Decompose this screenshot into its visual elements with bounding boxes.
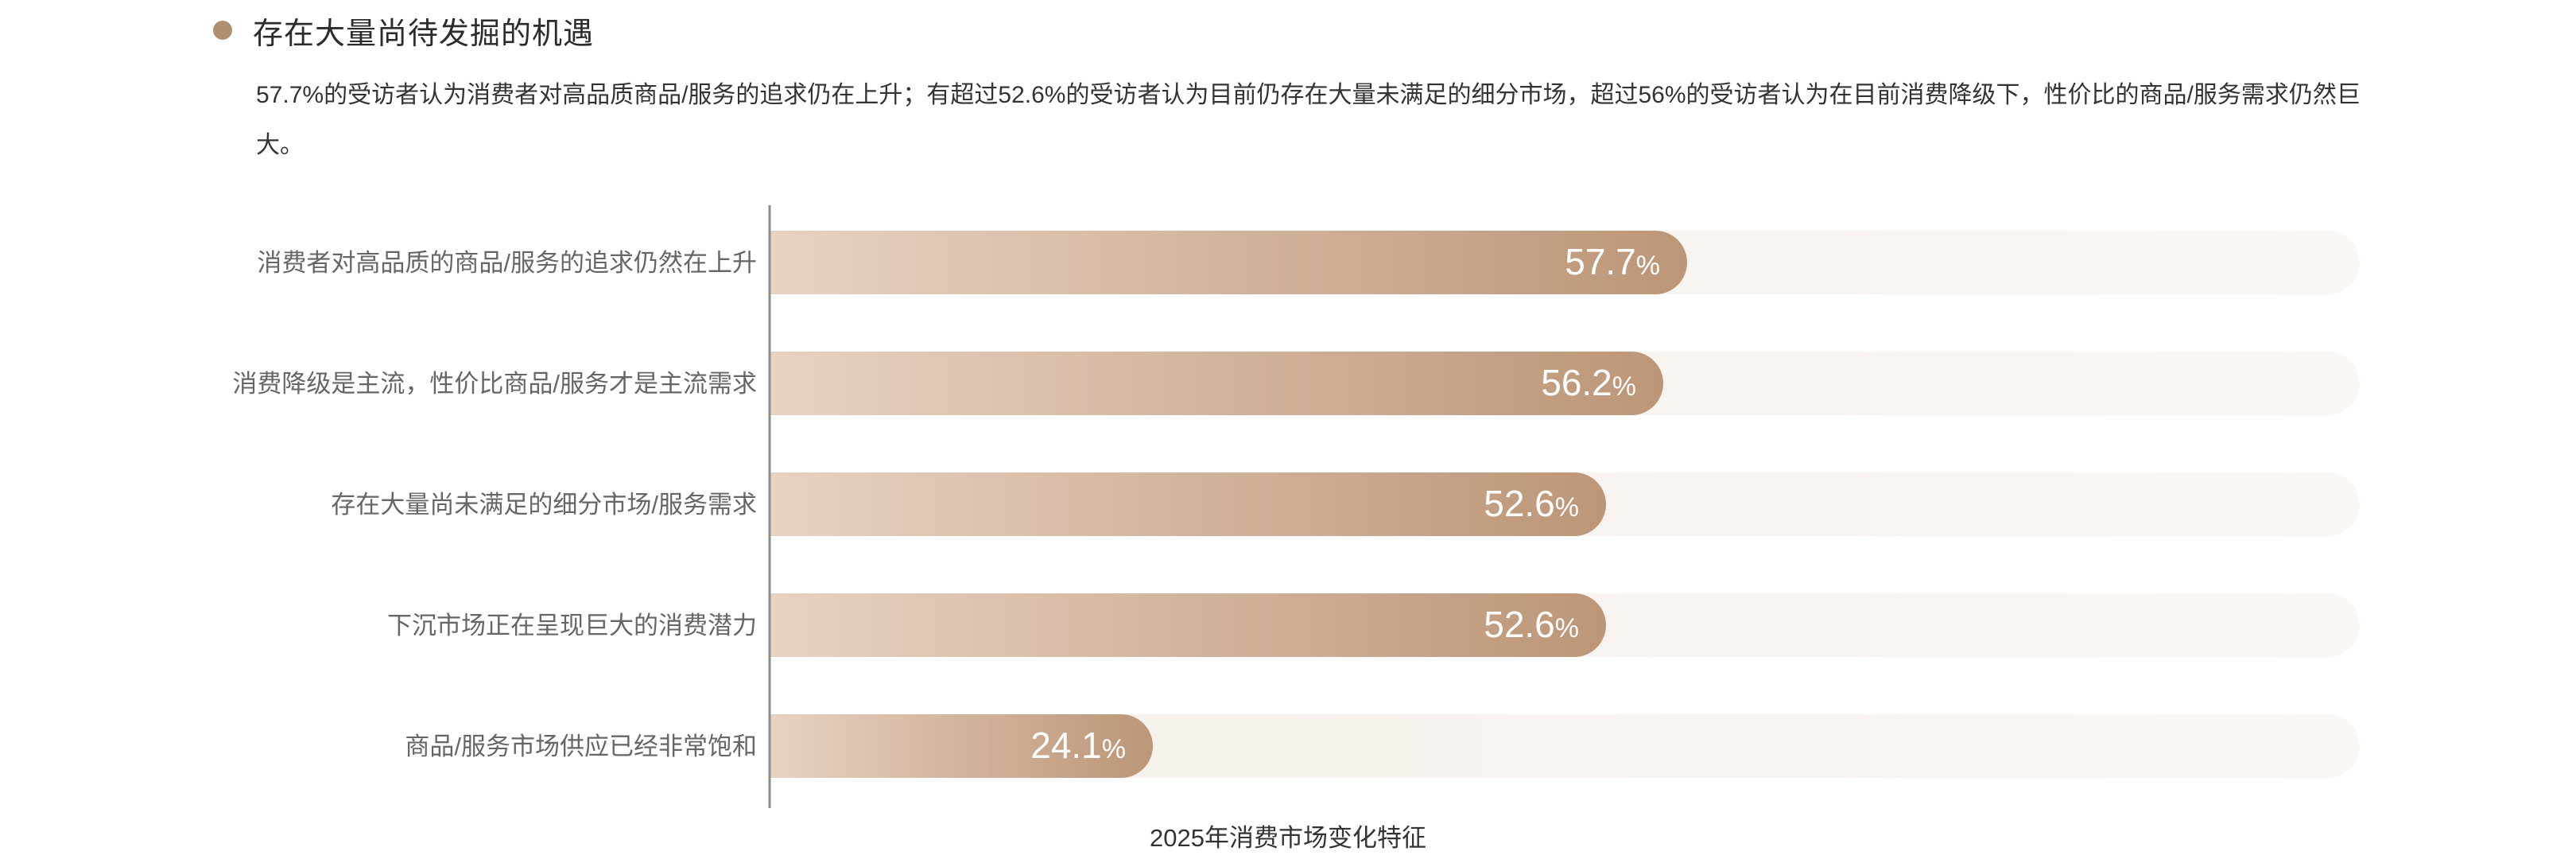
intro-paragraph: 57.7%的受访者认为消费者对高品质商品/服务的追求仍在上升；有超过52.6%的… (256, 82, 2361, 158)
bar (770, 231, 1687, 294)
bullet-dot-icon (213, 21, 232, 40)
value-label: 52.6% (1484, 483, 1579, 524)
category-label: 下沉市场正在呈现巨大的消费潜力 (387, 612, 757, 639)
value-label: 56.2% (1541, 362, 1636, 403)
category-label: 消费者对高品质的商品/服务的追求仍然在上升 (257, 249, 757, 277)
bar (770, 352, 1663, 415)
bar (770, 593, 1606, 657)
value-label: 52.6% (1484, 604, 1579, 645)
value-label: 57.7% (1565, 241, 1660, 282)
value-label: 24.1% (1030, 725, 1126, 766)
bar (770, 714, 1153, 778)
category-label: 商品/服务市场供应已经非常饱和 (405, 733, 757, 760)
chart-title: 2025年消费市场变化特征 (1150, 824, 1426, 852)
section-title: 存在大量尚待发掘的机遇 (253, 17, 595, 51)
section-header: 存在大量尚待发掘的机遇 (213, 8, 594, 52)
category-label: 消费降级是主流，性价比商品/服务才是主流需求 (232, 370, 757, 398)
bar-track (770, 714, 2360, 778)
category-label: 存在大量尚未满足的细分市场/服务需求 (331, 491, 757, 519)
bar (770, 472, 1606, 536)
